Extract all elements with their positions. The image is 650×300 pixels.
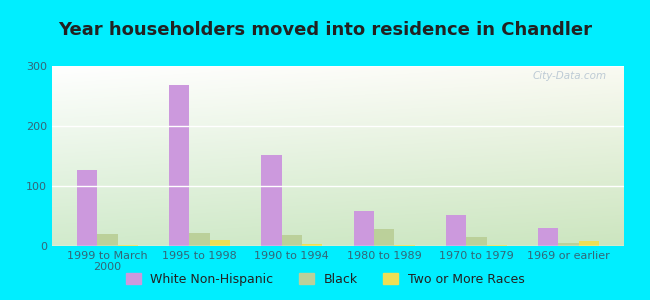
Bar: [374, 229, 395, 246]
Bar: [354, 211, 374, 246]
Bar: [281, 235, 302, 246]
Legend: White Non-Hispanic, Black, Two or More Races: White Non-Hispanic, Black, Two or More R…: [120, 268, 530, 291]
Bar: [261, 155, 281, 246]
Bar: [487, 245, 507, 246]
Bar: [466, 237, 487, 246]
Bar: [98, 234, 118, 246]
Text: City-Data.com: City-Data.com: [533, 71, 607, 81]
Bar: [558, 243, 578, 246]
Text: Year householders moved into residence in Chandler: Year householders moved into residence i…: [58, 21, 592, 39]
Bar: [210, 240, 230, 246]
Bar: [118, 245, 138, 246]
Bar: [302, 244, 322, 246]
Bar: [578, 241, 599, 246]
Bar: [77, 170, 98, 246]
Bar: [189, 233, 210, 246]
Bar: [395, 245, 415, 246]
Bar: [446, 215, 466, 246]
Bar: [169, 85, 189, 246]
Bar: [538, 228, 558, 246]
